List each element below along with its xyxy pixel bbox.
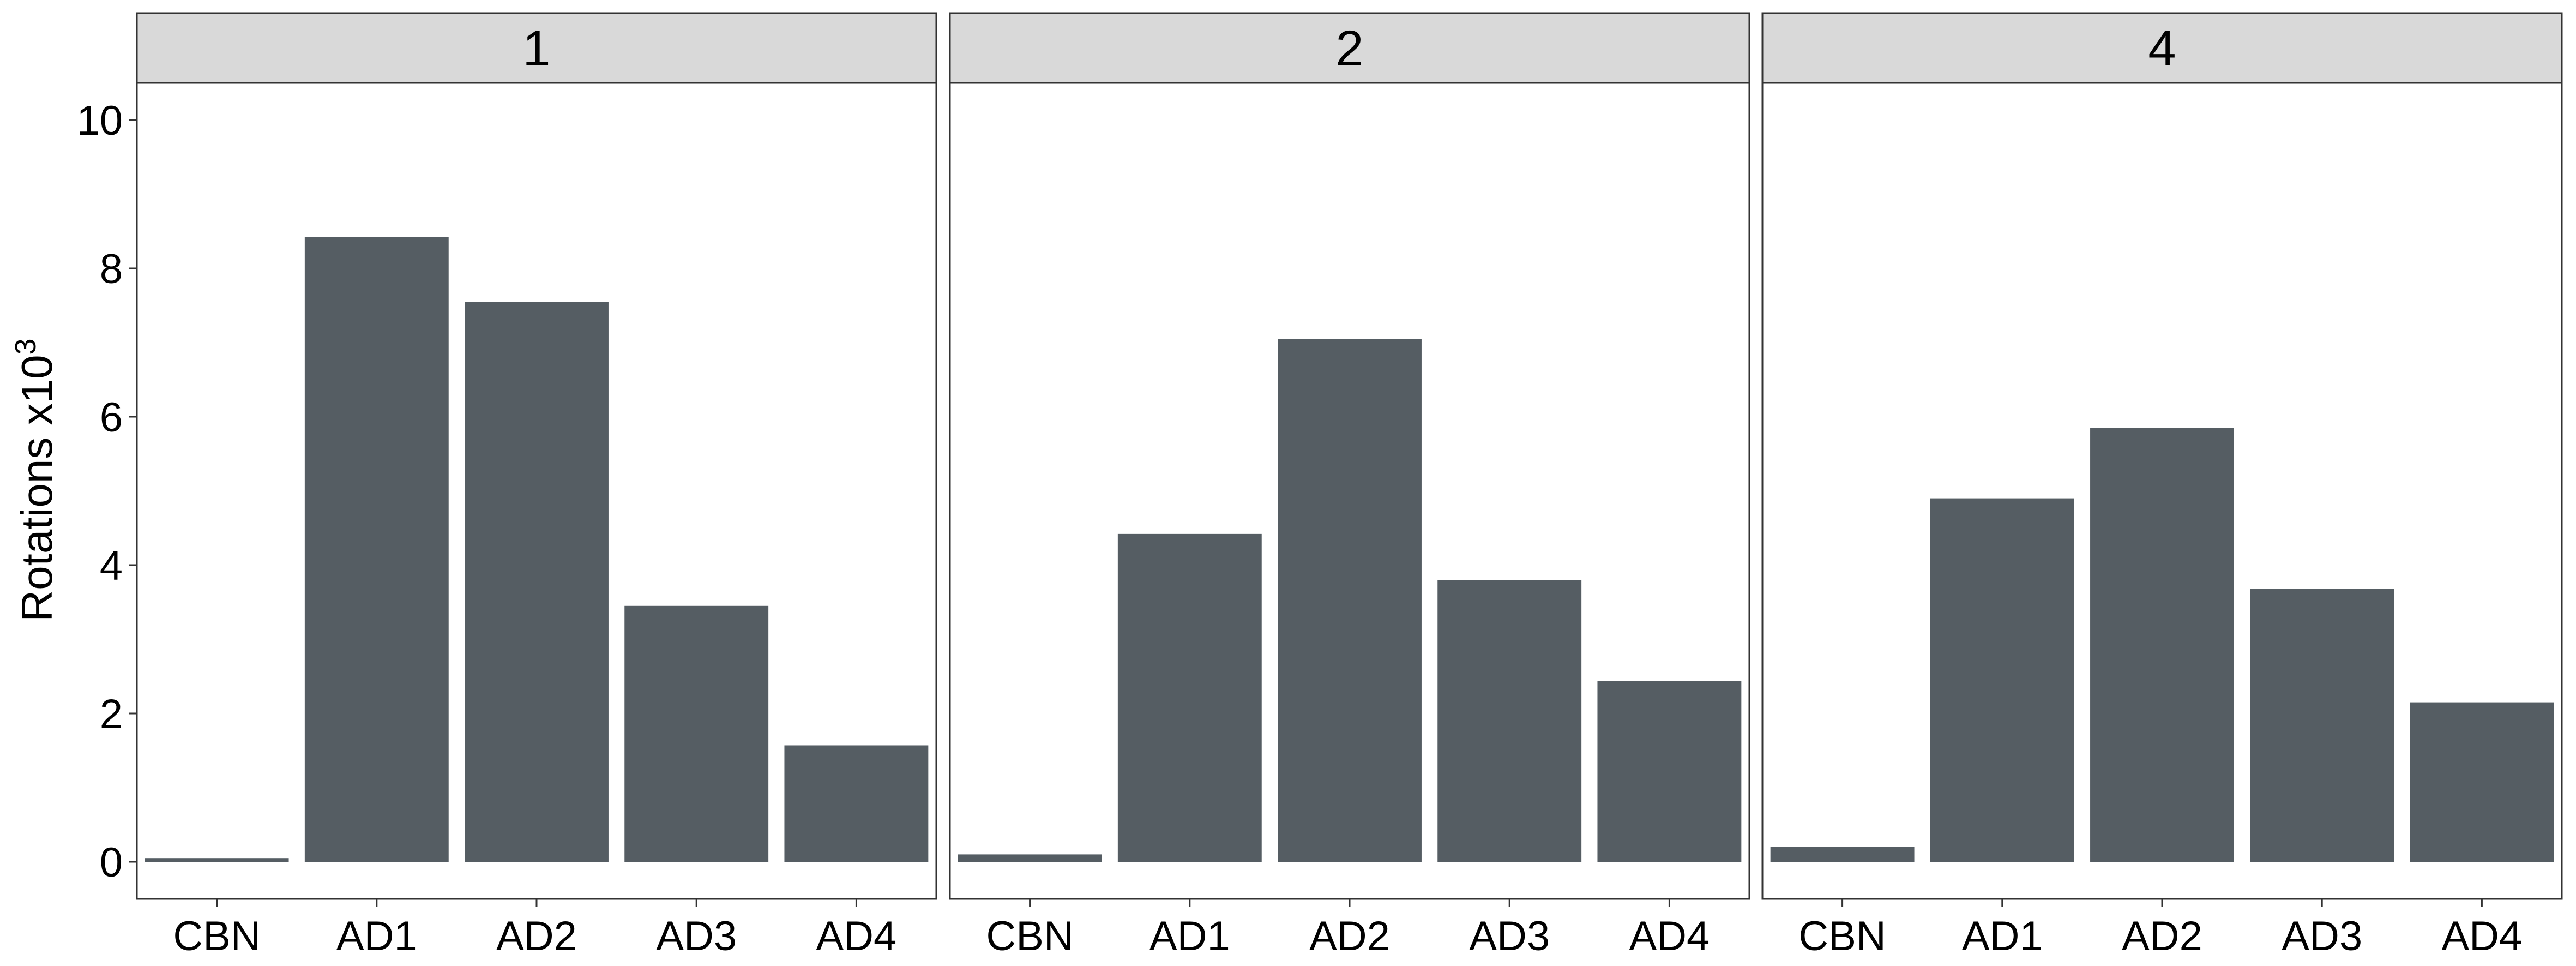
bar xyxy=(958,854,1102,862)
facet-strip xyxy=(1761,12,2563,84)
facet-panels: 1 CBN AD1 AD2 AD3 AD4 2 CBN AD1 AD2 AD3 AD4 4 CBN AD1 A… xyxy=(136,12,2563,959)
y-tick-label: 6 xyxy=(100,394,123,441)
x-tick-label: AD3 xyxy=(2282,913,2362,959)
x-tick-label: CBN xyxy=(173,913,260,959)
facet-panel: 1 CBN AD1 AD2 AD3 AD4 xyxy=(136,12,937,959)
x-tick-label: AD4 xyxy=(816,913,896,959)
bar xyxy=(2090,428,2234,862)
x-tick-label: AD1 xyxy=(1962,913,2043,959)
x-tick-label: AD3 xyxy=(656,913,737,959)
bar xyxy=(1930,498,2074,862)
bar xyxy=(1437,580,1582,862)
y-tick-label: 0 xyxy=(100,839,123,886)
bar xyxy=(145,858,289,862)
y-axis-title-main: Rotations x10 xyxy=(13,355,61,621)
bar xyxy=(784,745,929,862)
y-tick-label: 10 xyxy=(76,98,123,144)
bar xyxy=(1117,533,1262,862)
facet-strip xyxy=(949,12,1750,84)
bar xyxy=(304,237,449,862)
y-tick-label: 4 xyxy=(100,543,123,589)
y-tick-label: 2 xyxy=(100,691,123,737)
bar xyxy=(1770,847,1915,862)
bar xyxy=(2250,589,2394,862)
x-tick-label: AD1 xyxy=(1149,913,1230,959)
y-axis-title: Rotations x103 xyxy=(9,338,61,621)
facet-panel: 2 CBN AD1 AD2 AD3 AD4 xyxy=(949,12,1750,959)
bar xyxy=(1597,681,1742,862)
facet-panel: 4 CBN AD1 AD2 AD3 AD4 xyxy=(1761,12,2563,959)
x-tick-label: CBN xyxy=(986,913,1073,959)
facet-strip-label: 2 xyxy=(1335,21,1363,76)
x-tick-label: AD4 xyxy=(1629,913,1710,959)
x-tick-label: AD2 xyxy=(1309,913,1390,959)
bar xyxy=(624,605,769,862)
y-axis-title-superscript: 3 xyxy=(9,338,42,355)
x-tick-label: CBN xyxy=(1798,913,1886,959)
x-tick-label: AD4 xyxy=(2441,913,2522,959)
x-tick-label: AD2 xyxy=(2122,913,2202,959)
facet-strip-label: 1 xyxy=(522,21,550,76)
bar xyxy=(2410,702,2554,862)
x-tick-label: AD2 xyxy=(496,913,577,959)
bar xyxy=(1278,339,1422,862)
x-tick-label: AD3 xyxy=(1469,913,1550,959)
y-tick-label: 8 xyxy=(100,246,123,292)
y-axis: 0 2 4 6 8 10 xyxy=(76,98,137,886)
bar xyxy=(465,302,609,862)
facet-strip-label: 4 xyxy=(2148,21,2176,76)
x-tick-label: AD1 xyxy=(336,913,417,959)
